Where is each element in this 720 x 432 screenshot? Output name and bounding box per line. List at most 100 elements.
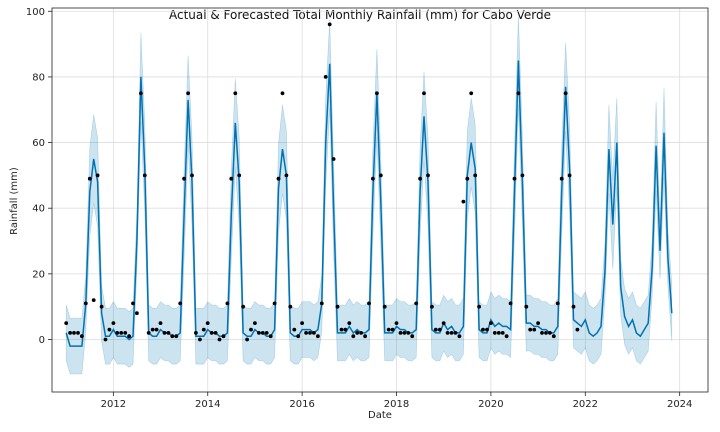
actual-point: [115, 331, 120, 335]
actual-point: [257, 331, 261, 335]
actual-point: [284, 173, 289, 178]
actual-point: [465, 176, 470, 181]
actual-point: [237, 173, 242, 178]
actual-point: [162, 331, 167, 335]
actual-point: [166, 331, 171, 335]
actual-point: [512, 176, 517, 181]
actual-point: [64, 321, 69, 325]
actual-point: [414, 301, 419, 306]
actual-point: [375, 91, 379, 96]
actual-point: [300, 321, 304, 325]
x-tick-label: 2014: [195, 399, 220, 410]
y-tick-label: 60: [32, 138, 45, 149]
actual-point: [182, 176, 187, 181]
actual-point: [390, 327, 395, 332]
actual-point: [68, 331, 72, 335]
actual-point: [485, 327, 489, 332]
actual-point: [264, 331, 269, 335]
actual-points: [64, 22, 580, 342]
actual-point: [288, 304, 293, 309]
actual-point: [449, 331, 454, 335]
y-tick-label: 100: [26, 7, 45, 18]
actual-point: [190, 173, 194, 178]
actual-point: [500, 331, 505, 335]
actual-point: [154, 327, 159, 332]
actual-point: [363, 334, 367, 339]
actual-point: [194, 331, 198, 335]
actual-point: [378, 173, 383, 178]
actual-point: [327, 22, 332, 27]
actual-point: [496, 331, 501, 335]
actual-point: [351, 334, 356, 339]
actual-point: [111, 321, 116, 325]
actual-point: [272, 301, 277, 306]
actual-point: [253, 321, 257, 325]
actual-point: [426, 173, 430, 178]
actual-point: [335, 304, 340, 309]
x-axis: 2012 2014 2016 2018 2020 2022 2024: [101, 392, 692, 410]
x-tick-label: 2018: [384, 399, 409, 410]
actual-point: [123, 331, 128, 335]
actual-point: [453, 331, 458, 335]
actual-point: [528, 327, 533, 332]
actual-point: [355, 331, 360, 335]
y-axis-label: Rainfall (mm): [9, 167, 20, 235]
chart-title: Actual & Forecasted Total Monthly Rainfa…: [169, 8, 551, 22]
actual-point: [524, 304, 529, 309]
actual-point: [540, 331, 544, 335]
actual-point: [382, 304, 387, 309]
actual-point: [323, 75, 328, 79]
actual-point: [316, 334, 320, 339]
actual-point: [233, 91, 238, 96]
actual-point: [567, 173, 572, 178]
actual-point: [516, 91, 521, 96]
actual-point: [76, 331, 80, 335]
actual-point: [72, 331, 76, 335]
x-tick-label: 2012: [101, 399, 126, 410]
actual-point: [209, 331, 214, 335]
x-axis-label: Date: [368, 410, 392, 421]
actual-point: [504, 334, 509, 339]
actual-point: [205, 321, 210, 325]
actual-point: [276, 176, 281, 181]
x-tick-label: 2024: [667, 399, 692, 410]
actual-point: [107, 327, 112, 332]
actual-point: [418, 176, 422, 181]
actual-point: [229, 176, 234, 181]
actual-point: [402, 331, 407, 335]
actual-point: [394, 321, 399, 325]
actual-point: [268, 334, 273, 339]
actual-point: [99, 304, 104, 309]
actual-point: [445, 331, 450, 335]
actual-point: [178, 301, 183, 306]
actual-point: [555, 301, 560, 306]
actual-point: [201, 327, 206, 332]
actual-point: [371, 176, 375, 181]
actual-point: [174, 334, 179, 339]
actual-point: [575, 327, 580, 332]
actual-point: [551, 334, 556, 339]
actual-point: [304, 331, 308, 335]
actual-point: [131, 301, 135, 306]
actual-point: [548, 331, 552, 335]
plot-frame: [51, 7, 709, 393]
actual-point: [461, 199, 466, 204]
actual-point: [544, 331, 548, 335]
actual-point: [559, 176, 564, 181]
actual-point: [477, 304, 481, 309]
y-tick-label: 80: [32, 72, 45, 83]
actual-point: [312, 331, 316, 335]
actual-point: [410, 334, 415, 339]
actual-point: [481, 327, 485, 332]
actual-point: [292, 327, 297, 332]
actual-point: [95, 173, 100, 178]
actual-point: [406, 331, 411, 335]
actual-point: [296, 334, 301, 339]
actual-point: [536, 321, 540, 325]
actual-point: [319, 301, 324, 306]
x-tick-label: 2022: [573, 399, 598, 410]
actual-point: [532, 327, 537, 332]
x-tick-label: 2016: [289, 399, 314, 410]
actual-point: [103, 337, 108, 342]
actual-point: [367, 301, 371, 306]
